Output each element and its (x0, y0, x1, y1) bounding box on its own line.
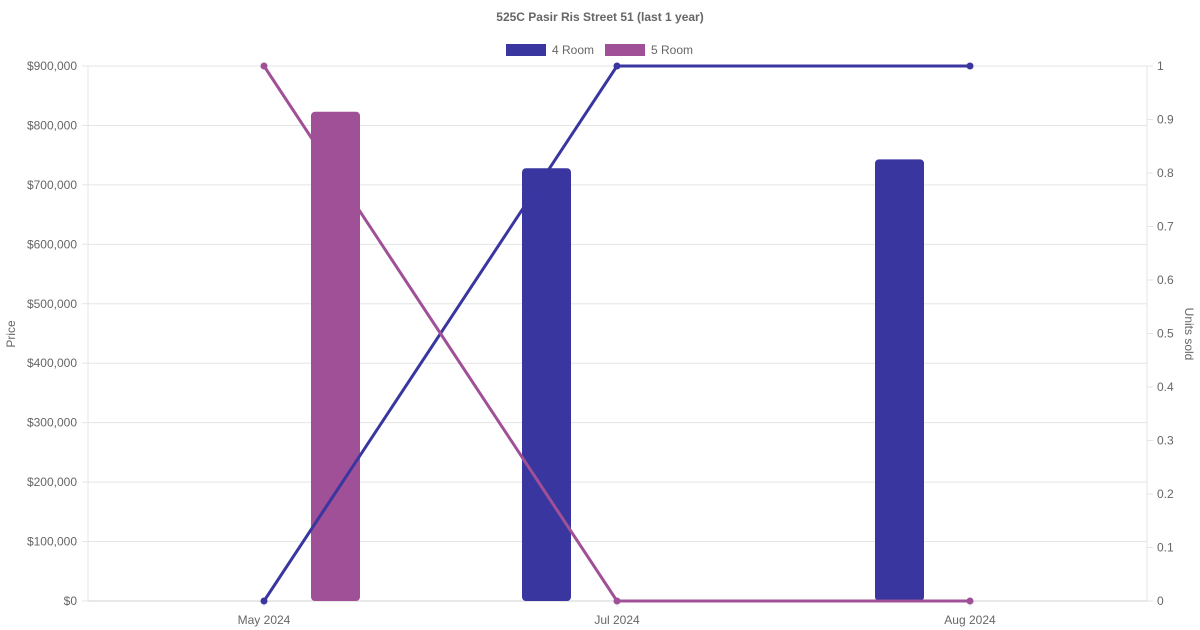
y-right-tick-label: 0.4 (1157, 380, 1174, 394)
bar (875, 159, 924, 602)
axes: $0 $100,000 $200,000 $300,000 $400,000 $500,0… (27, 59, 1174, 627)
legend-item[interactable]: 5 Room (605, 43, 693, 57)
y-left-tick-label: $900,000 (27, 59, 77, 73)
data-point (260, 597, 268, 605)
y-axis-left-title: Price (4, 320, 18, 348)
y-left-tick-label: $100,000 (27, 535, 77, 549)
y-left-tick-label: $500,000 (27, 297, 77, 311)
y-left-tick-label: $200,000 (27, 475, 77, 489)
y-right-tick-label: 1 (1157, 59, 1164, 73)
legend-label: 4 Room (552, 43, 594, 57)
y-right-tick-label: 0 (1157, 594, 1164, 608)
legend-swatch (605, 44, 645, 56)
y-left-tick-label: $400,000 (27, 356, 77, 370)
data-point (613, 597, 621, 605)
y-right-tick-label: 0.9 (1157, 113, 1174, 127)
gridlines (82, 65, 1153, 607)
data-point (966, 597, 974, 605)
legend-swatch (506, 44, 546, 56)
y-right-tick-label: 0.2 (1157, 487, 1174, 501)
data-point (613, 62, 621, 70)
y-right-tick-label: 0.3 (1157, 434, 1174, 448)
y-right-tick-label: 0.5 (1157, 327, 1174, 341)
data-point (966, 62, 974, 70)
bar (311, 111, 360, 602)
y-left-tick-label: $0 (64, 594, 78, 608)
x-tick-label: Aug 2024 (944, 613, 996, 627)
y-right-tick-label: 0.7 (1157, 220, 1174, 234)
x-tick-label: Jul 2024 (594, 613, 640, 627)
legend-item[interactable]: 4 Room (506, 43, 594, 57)
y-left-tick-label: $600,000 (27, 237, 77, 251)
y-right-tick-label: 0.6 (1157, 273, 1174, 287)
data-point (260, 62, 268, 70)
y-axis-right-title: Units sold (1182, 308, 1196, 361)
legend-label: 5 Room (651, 43, 693, 57)
legend[interactable]: 4 Room 5 Room (506, 43, 693, 57)
chart-title: 525C Pasir Ris Street 51 (last 1 year) (496, 10, 703, 24)
x-tick-label: May 2024 (238, 613, 291, 627)
series-line (262, 64, 970, 602)
bar (522, 168, 571, 601)
y-right-tick-label: 0.8 (1157, 166, 1174, 180)
series-line (262, 65, 970, 603)
y-left-tick-label: $700,000 (27, 178, 77, 192)
y-right-tick-label: 0.1 (1157, 541, 1174, 555)
bar-series (311, 111, 924, 602)
line-series (260, 62, 974, 605)
y-left-tick-label: $300,000 (27, 416, 77, 430)
y-left-tick-label: $800,000 (27, 118, 77, 132)
